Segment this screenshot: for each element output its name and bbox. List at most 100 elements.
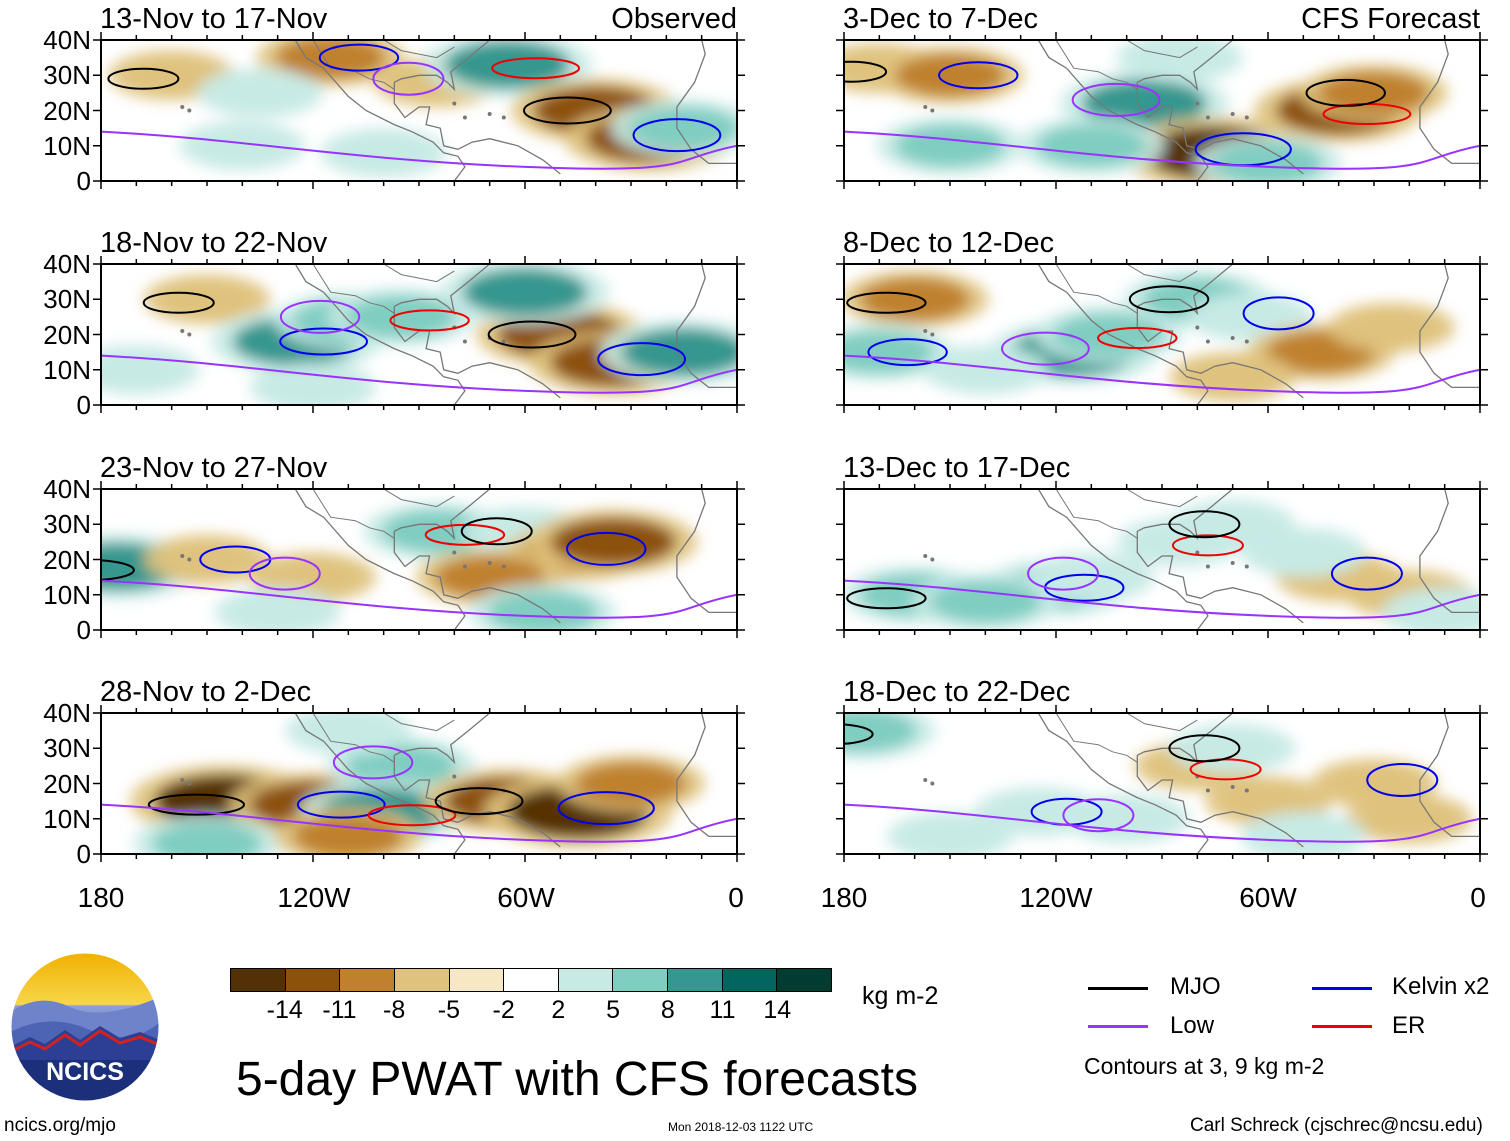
state-lines <box>1091 713 1198 732</box>
contour-mjo <box>844 60 888 83</box>
contour-kelvin-x2 <box>279 327 369 356</box>
border-line <box>312 489 395 539</box>
contour-kelvin-x2 <box>557 791 655 826</box>
contour-low-band <box>101 354 737 394</box>
tick-marks <box>93 32 745 189</box>
site-link[interactable]: ncics.org/mjo <box>4 1115 116 1136</box>
contour-low <box>1071 82 1161 117</box>
contour-kelvin-x2 <box>867 338 948 367</box>
coastline <box>923 713 1480 854</box>
y-tick-label: 30N <box>43 284 91 315</box>
contour-low-band <box>101 130 737 170</box>
island <box>1195 101 1200 106</box>
coastline-pacific <box>1037 489 1209 630</box>
pwat-anomaly-blob <box>301 713 396 750</box>
legend-label-low: Low <box>1170 1012 1215 1039</box>
panel-title: 23-Nov to 27-Nov <box>100 452 328 484</box>
contour-er <box>389 309 470 332</box>
y-tick-label: 20N <box>43 544 91 575</box>
contour-mjo <box>523 96 612 125</box>
colorbar-label: -2 <box>492 996 515 1024</box>
contour-mjo <box>142 291 215 314</box>
colorbar-swatch <box>340 969 395 991</box>
colorbar-label: 11 <box>709 996 736 1024</box>
pwat-anomaly-blob <box>1044 558 1139 596</box>
logo-text: NCICS <box>46 1058 124 1086</box>
map-plot <box>836 32 1488 189</box>
pwat-anomaly-blob <box>266 558 360 596</box>
y-tick-label: 40N <box>43 698 91 728</box>
legend-line-kelvin <box>1312 987 1372 990</box>
contour-kelvin-x2 <box>1242 296 1315 331</box>
colorbar-label: -14 <box>266 996 303 1024</box>
pwat-anomaly-blob <box>895 124 1005 167</box>
pwat-anomaly-blob <box>938 351 1033 389</box>
x-tick-label: 60W <box>1239 882 1297 913</box>
pwat-anomaly-blob <box>1036 124 1147 167</box>
coastline-africa <box>1419 713 1480 838</box>
coastline-caribbean <box>393 82 561 175</box>
legend-label-er: ER <box>1392 1012 1426 1039</box>
coastline <box>923 489 1480 630</box>
y-tick-label: 0 <box>76 390 91 420</box>
state-lines <box>348 713 455 732</box>
panel-title: 18-Dec to 22-Dec <box>843 676 1071 708</box>
state-lines <box>1091 40 1198 59</box>
island <box>930 557 935 562</box>
island <box>462 564 467 569</box>
island <box>180 328 185 333</box>
coastline-africa <box>676 489 737 614</box>
ncics-logo-icon: NCICS <box>10 952 160 1102</box>
pwat-anomaly-blob <box>844 713 917 752</box>
island <box>1244 788 1249 793</box>
y-tick-label: 10N <box>43 354 91 385</box>
map-panel <box>836 256 1488 413</box>
coastline-pacific <box>294 489 466 630</box>
colorbar-swatch <box>449 969 505 991</box>
island <box>180 553 185 558</box>
panel-title: 13-Dec to 17-Dec <box>843 452 1071 484</box>
colorbar-label: 2 <box>551 996 566 1024</box>
legend-line-low <box>1088 1025 1148 1028</box>
island <box>501 115 506 120</box>
pwat-anomaly-blob <box>930 580 1041 623</box>
border-line <box>1055 489 1138 539</box>
chart-title: 5-day PWAT with CFS forecasts <box>236 1053 918 1106</box>
map-plot <box>93 705 745 862</box>
contour-er <box>1171 534 1244 557</box>
contour-group <box>844 285 1480 394</box>
pwat-anomaly-blob <box>859 278 970 321</box>
contour-mjo <box>1168 734 1241 763</box>
x-tick-label: 60W <box>497 882 555 913</box>
contour-group <box>101 291 737 394</box>
contour-kelvin-x2 <box>938 61 1019 90</box>
coastline <box>180 40 737 181</box>
map-panel <box>93 705 745 862</box>
pwat-anomaly-blob <box>195 127 290 165</box>
contour-mjo <box>460 517 533 546</box>
y-tick-label: 30N <box>43 733 91 764</box>
map-panel <box>93 256 745 413</box>
tick-marks <box>836 481 1488 638</box>
pwat-anomaly-blob <box>1344 308 1439 346</box>
pwat-anomaly-blob <box>487 591 598 630</box>
contour-low <box>1027 556 1100 591</box>
contour-group <box>101 745 737 843</box>
contour-low <box>248 556 321 591</box>
pwat-anomaly-blob <box>101 351 184 389</box>
pwat-anomaly-blob <box>293 815 404 854</box>
y-tick-label: 30N <box>43 60 91 91</box>
colorbar-swatch <box>285 969 341 991</box>
state-lines <box>348 264 455 283</box>
legend-line-mjo <box>1088 987 1148 990</box>
coastline-africa <box>1419 489 1480 614</box>
y-tick-label: 0 <box>76 166 91 196</box>
contour-mjo <box>487 320 577 349</box>
legend-label-mjo: MJO <box>1170 973 1221 1000</box>
colorbar-swatch <box>504 969 559 991</box>
map-plot <box>93 256 745 413</box>
island <box>180 777 185 782</box>
pwat-anomaly-blob <box>1362 800 1457 838</box>
map-plot <box>836 256 1488 413</box>
y-tick-label: 40N <box>43 249 91 279</box>
